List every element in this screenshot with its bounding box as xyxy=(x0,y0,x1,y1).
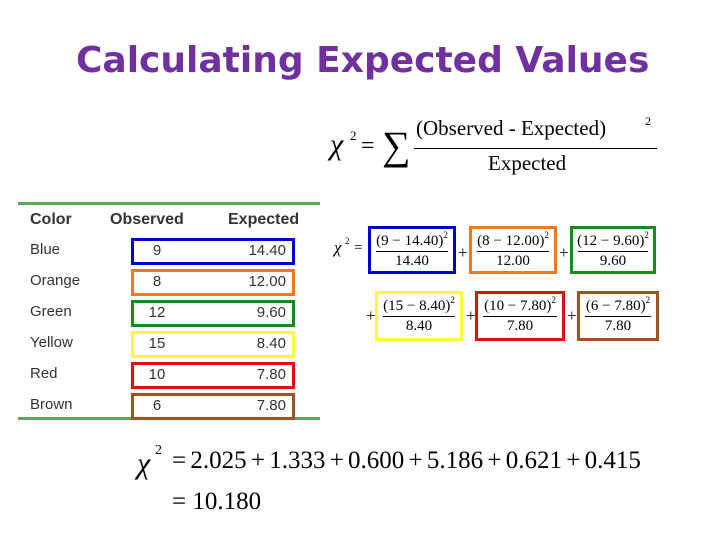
term-fraction-bar xyxy=(483,316,557,317)
term-box-1: (9 − 14.40)2 14.40 xyxy=(368,226,456,274)
plus-sign: + xyxy=(567,306,577,325)
term-box-5: (10 − 7.80)2 7.80 xyxy=(475,291,565,341)
term-fraction-bar xyxy=(585,316,651,317)
term-denominator: 14.40 xyxy=(395,253,429,269)
term-numerator-text: (15 − 8.40) xyxy=(383,298,451,314)
highlight-box-red: 10 7.80 xyxy=(131,362,295,389)
expected-value: 9.60 xyxy=(256,304,286,321)
highlight-box-blue: 9 14.40 xyxy=(131,238,295,265)
fraction-bar xyxy=(414,148,657,149)
term-box-6: (6 − 7.80)2 7.80 xyxy=(577,291,659,341)
plus-sign: + xyxy=(366,306,376,325)
row-label-green: Green xyxy=(30,303,72,320)
term-fraction-bar xyxy=(383,316,455,317)
term-fraction-bar xyxy=(578,251,648,252)
formula-numerator: (Observed - Expected) xyxy=(416,116,607,140)
column-header-expected: Expected xyxy=(228,211,300,228)
equals-sign-small: = xyxy=(354,240,363,256)
expected-value: 8.40 xyxy=(256,335,286,352)
term-box-4: (15 − 8.40)2 8.40 xyxy=(375,291,463,341)
term-denominator: 8.40 xyxy=(405,318,433,334)
term-denominator: 9.60 xyxy=(599,253,627,269)
row-label-orange: Orange xyxy=(30,272,81,289)
result-line-1: = 2.025 + 1.333 + 0.600 + 5.186 + 0.621 … xyxy=(172,447,641,474)
row-label-yellow: Yellow xyxy=(30,334,73,351)
slide-title: Calculating Expected Values xyxy=(76,40,650,81)
row-label-blue: Blue xyxy=(30,241,61,258)
term-numerator: (8 − 12.00)2 xyxy=(472,230,554,250)
formula-denominator: Expected xyxy=(488,151,567,175)
column-header-color: Color xyxy=(30,211,72,228)
highlight-box-yellow: 15 8.40 xyxy=(131,331,295,358)
chi-exponent-small: 2 xyxy=(345,236,350,246)
term-numerator: (10 − 7.80)2 xyxy=(478,295,562,315)
expected-value: 12.00 xyxy=(248,273,286,290)
plus-sign: + xyxy=(458,243,468,262)
chi-symbol-small: χ xyxy=(334,238,342,257)
term-numerator-text: (10 − 7.80) xyxy=(484,298,552,314)
numerator-exponent: 2 xyxy=(645,114,651,128)
result-line-2: = 10.180 xyxy=(172,488,262,515)
column-header-observed: Observed xyxy=(110,211,184,228)
highlight-box-orange: 8 12.00 xyxy=(131,269,295,296)
term-fraction-bar xyxy=(376,251,448,252)
observed-value: 10 xyxy=(148,366,166,383)
term-exponent: 2 xyxy=(551,295,556,305)
term-numerator: (6 − 7.80)2 xyxy=(580,295,656,315)
term-box-3: (12 − 9.60)2 9.60 xyxy=(570,226,656,274)
term-denominator: 7.80 xyxy=(506,318,534,334)
term-numerator-text: (8 − 12.00) xyxy=(477,233,545,249)
term-exponent: 2 xyxy=(644,230,649,240)
term-numerator: (9 − 14.40)2 xyxy=(371,230,453,250)
term-numerator-text: (12 − 9.60) xyxy=(577,233,645,249)
observed-value: 9 xyxy=(152,242,162,259)
term-numerator: (12 − 9.60)2 xyxy=(573,230,653,250)
observed-value: 12 xyxy=(148,304,166,321)
table-top-rule xyxy=(18,202,320,205)
plus-sign: + xyxy=(466,306,476,325)
term-numerator-text: (6 − 7.80) xyxy=(585,298,646,314)
term-exponent: 2 xyxy=(645,295,651,305)
term-box-2: (8 − 12.00)2 12.00 xyxy=(469,226,557,274)
term-denominator: 12.00 xyxy=(496,253,530,269)
plus-sign: + xyxy=(559,243,569,262)
term-numerator-text: (9 − 14.40) xyxy=(376,233,444,249)
sigma-symbol: ∑ xyxy=(382,123,411,168)
chi-symbol: χ xyxy=(330,128,344,161)
observed-value: 15 xyxy=(148,335,166,352)
row-label-brown: Brown xyxy=(30,396,73,413)
chi-symbol-result: χ xyxy=(137,447,151,480)
term-exponent: 2 xyxy=(544,230,549,240)
chi-exponent: 2 xyxy=(350,128,357,143)
equals-sign: = xyxy=(361,133,375,159)
chi-exponent-result: 2 xyxy=(155,443,162,458)
expected-value: 7.80 xyxy=(256,397,286,414)
observed-value: 6 xyxy=(152,397,162,414)
term-numerator: (15 − 8.40)2 xyxy=(378,295,460,315)
term-exponent: 2 xyxy=(450,295,455,305)
row-label-red: Red xyxy=(30,365,58,382)
expected-value: 7.80 xyxy=(256,366,286,383)
observed-value: 8 xyxy=(152,273,162,290)
highlight-box-green: 12 9.60 xyxy=(131,300,295,327)
term-denominator: 7.80 xyxy=(604,318,632,334)
term-exponent: 2 xyxy=(443,230,448,240)
expected-value: 14.40 xyxy=(248,242,286,259)
highlight-box-brown: 6 7.80 xyxy=(131,393,295,420)
term-fraction-bar xyxy=(477,251,549,252)
